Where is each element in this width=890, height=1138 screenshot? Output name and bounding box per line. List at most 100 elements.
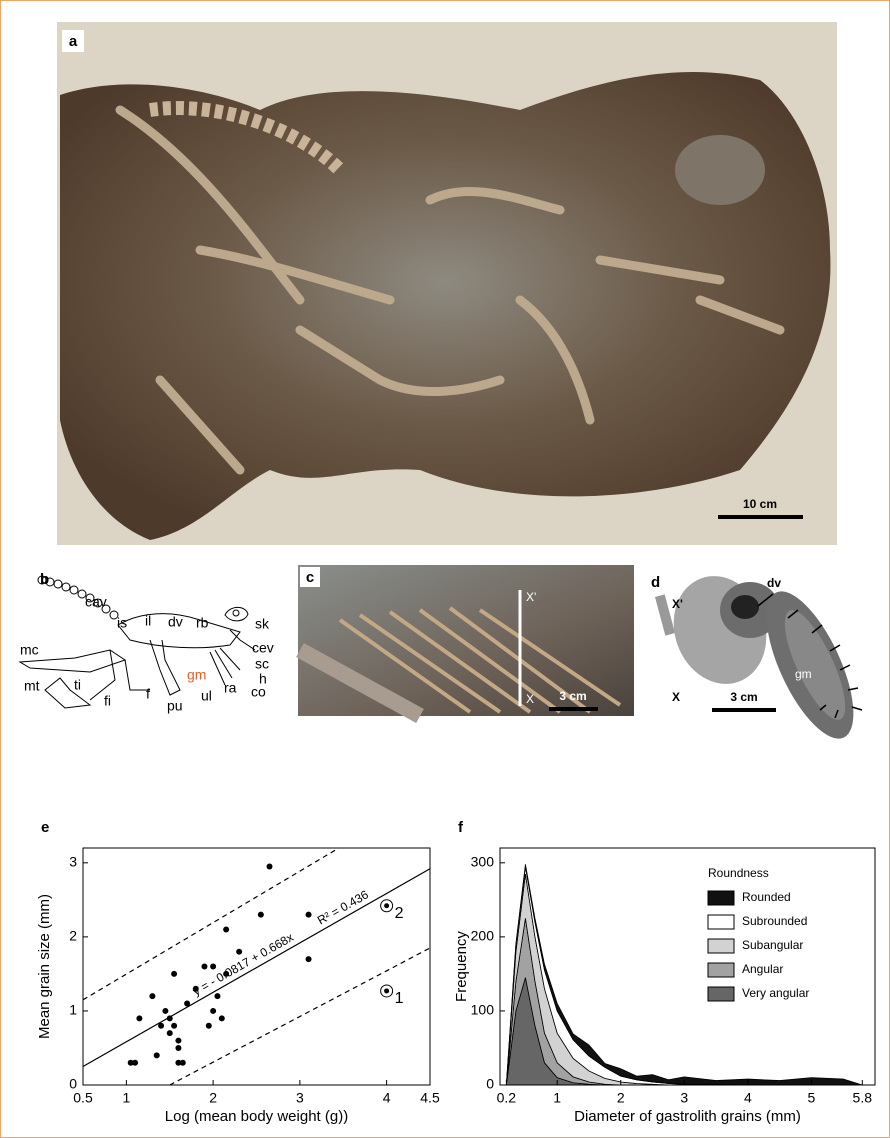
- data-point: [258, 912, 264, 918]
- x-tick-label: 4: [383, 1090, 391, 1106]
- plot-frame: [83, 848, 430, 1085]
- data-point: [201, 964, 207, 970]
- panel-a-photo: [57, 22, 837, 545]
- y-tick-label: 0: [486, 1076, 494, 1092]
- part-label: mc: [20, 642, 39, 658]
- x-tick-label: 3: [680, 1090, 688, 1106]
- x-tick-label: 1: [553, 1090, 561, 1106]
- x-tick-label: 2: [209, 1090, 217, 1106]
- scale-bar-label: 10 cm: [743, 497, 777, 511]
- part-label: pu: [167, 698, 183, 714]
- x-tick-label: 0.5: [73, 1090, 93, 1106]
- part-label: ti: [74, 677, 81, 693]
- legend-label: Angular: [742, 962, 783, 976]
- data-point: [158, 1023, 164, 1029]
- x-axis-title: Diameter of gastrolith grains (mm): [574, 1108, 801, 1125]
- legend-label: Subrounded: [742, 914, 807, 928]
- bound-line: [170, 948, 430, 1085]
- panel-b-drawing: [20, 576, 255, 708]
- part-label: gm: [187, 667, 206, 683]
- legend-label: Rounded: [742, 890, 791, 904]
- panel-label: b: [40, 571, 49, 588]
- part-label: ra: [224, 680, 237, 696]
- section-label: X': [526, 590, 536, 604]
- legend-swatch: [708, 987, 734, 1001]
- y-axis-title: Frequency: [453, 931, 470, 1002]
- section-label: X': [672, 597, 683, 611]
- data-point: [175, 1038, 181, 1044]
- part-label: il: [145, 613, 151, 629]
- x-tick-label: 0.2: [497, 1090, 517, 1106]
- part-label: mt: [24, 678, 40, 694]
- data-point: [167, 1030, 173, 1036]
- panel-label: c: [306, 569, 314, 586]
- legend-swatch: [708, 939, 734, 953]
- data-point: [132, 1060, 138, 1066]
- legend-swatch: [708, 915, 734, 929]
- data-point: [136, 1015, 142, 1021]
- data-point: [267, 864, 273, 870]
- panel-label: a: [69, 33, 78, 50]
- part-label: f: [146, 686, 150, 702]
- data-point: [210, 1008, 216, 1014]
- data-point: [206, 1023, 212, 1029]
- data-point: [306, 912, 312, 918]
- y-tick-label: 100: [471, 1002, 495, 1018]
- part-label: dv: [168, 614, 183, 630]
- legend-title: Roundness: [708, 866, 769, 880]
- part-label: sk: [255, 616, 270, 632]
- x-tick-label: 4: [744, 1090, 752, 1106]
- data-point: [306, 956, 312, 962]
- part-label: cev: [252, 640, 274, 656]
- x-tick-label: 2: [617, 1090, 625, 1106]
- data-point: [384, 903, 389, 908]
- point-label: 1: [395, 990, 404, 1007]
- scale-bar-label: 3 cm: [559, 689, 586, 703]
- data-point: [149, 993, 155, 999]
- x-tick-label: 4.5: [420, 1090, 440, 1106]
- part-label: is: [117, 615, 127, 631]
- data-point: [175, 1045, 181, 1051]
- panel-label: f: [458, 819, 464, 836]
- data-point: [171, 1023, 177, 1029]
- x-tick-label: 1: [122, 1090, 130, 1106]
- figure: a 10 cm b cav is il dv rb sk cev sc h co…: [0, 0, 890, 1138]
- scale-bar-label: 3 cm: [730, 690, 757, 704]
- data-point: [236, 949, 242, 955]
- point-label: 2: [395, 905, 404, 922]
- data-point: [210, 964, 216, 970]
- data-point: [167, 1015, 173, 1021]
- data-point: [171, 971, 177, 977]
- structure-label: dv: [767, 576, 781, 590]
- regression-line: [83, 869, 430, 1067]
- part-label: fi: [104, 693, 111, 709]
- data-point: [223, 926, 229, 932]
- data-point: [184, 1001, 190, 1007]
- data-point: [180, 1060, 186, 1066]
- legend-swatch: [708, 963, 734, 977]
- data-point: [384, 988, 389, 993]
- y-tick-label: 1: [69, 1002, 77, 1018]
- structure-label: gm: [795, 667, 812, 681]
- panel-label: e: [41, 819, 49, 836]
- x-tick-label: 5.8: [853, 1090, 873, 1106]
- legend-label: Subangular: [742, 938, 803, 952]
- panel-d-scan: [655, 563, 871, 750]
- part-label: sc: [255, 656, 269, 672]
- y-tick-label: 3: [69, 854, 77, 870]
- section-label: X: [526, 692, 534, 706]
- data-point: [214, 993, 220, 999]
- y-tick-label: 2: [69, 928, 77, 944]
- y-tick-label: 0: [69, 1076, 77, 1092]
- part-label: ul: [201, 688, 212, 704]
- legend-swatch: [708, 891, 734, 905]
- part-label: cav: [85, 594, 107, 610]
- y-tick-label: 300: [471, 854, 495, 870]
- x-axis-title: Log (mean body weight (g)): [165, 1108, 348, 1125]
- y-axis-title: Mean grain size (mm): [36, 894, 53, 1039]
- section-label: X: [672, 690, 680, 704]
- part-label: co: [251, 684, 266, 700]
- data-point: [219, 1015, 225, 1021]
- x-tick-label: 3: [296, 1090, 304, 1106]
- part-label: rb: [196, 615, 209, 631]
